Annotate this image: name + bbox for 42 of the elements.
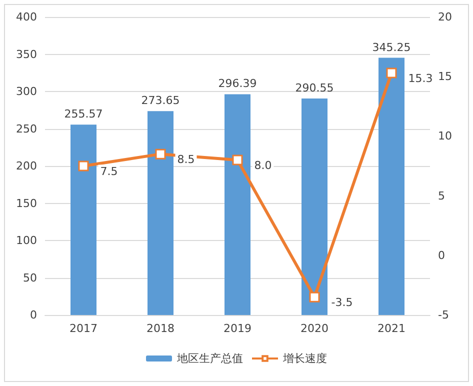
legend-label: 增长速度 xyxy=(282,352,327,365)
bar xyxy=(224,94,250,315)
data-label: 273.65 xyxy=(141,94,180,108)
data-label: 296.39 xyxy=(218,77,257,90)
bar xyxy=(302,98,328,315)
y-tick-label: 0 xyxy=(30,308,37,322)
point xyxy=(309,292,320,302)
legend-label: 地区生产总值 xyxy=(176,352,243,365)
point xyxy=(78,160,89,172)
x-tick-label: 2018 xyxy=(146,322,174,335)
x-tick-label: 2017 xyxy=(70,322,98,335)
y-tick-label: 150 xyxy=(16,196,37,210)
y-tick-label: 100 xyxy=(16,234,37,247)
y2-tick-label: 10 xyxy=(438,130,452,143)
data-label: 290.55 xyxy=(295,82,334,95)
y-tick-label: 250 xyxy=(16,122,37,136)
x-tick-label: 2021 xyxy=(378,322,406,335)
x-tick-label: 2019 xyxy=(224,322,252,335)
point xyxy=(155,148,166,160)
y-tick-label: 300 xyxy=(16,85,37,98)
data-label: 8.0 xyxy=(254,158,272,172)
data-label: 345.25 xyxy=(372,40,411,54)
data-label: 255.57 xyxy=(64,108,103,121)
y-tick-label: 50 xyxy=(23,271,37,284)
point xyxy=(232,154,243,166)
y2-tick-label: 20 xyxy=(438,10,452,24)
data-label: 7.5 xyxy=(100,164,118,178)
data-label: 8.5 xyxy=(177,152,195,166)
point xyxy=(386,68,397,78)
data-label: 15.3 xyxy=(408,72,433,85)
bar xyxy=(70,124,96,315)
y-tick-label: 350 xyxy=(16,48,37,61)
x-tick-label: 2020 xyxy=(300,322,328,335)
y2-tick-label: 0 xyxy=(438,248,445,262)
bar xyxy=(148,111,174,315)
y2-tick-label: 15 xyxy=(438,70,452,84)
bar xyxy=(378,58,404,315)
data-label: -3.5 xyxy=(331,296,353,309)
y2-tick-label: 5 xyxy=(438,189,445,202)
y2-tick-label: -5 xyxy=(438,308,449,322)
y-tick-label: 200 xyxy=(16,160,37,172)
y-tick-label: 400 xyxy=(16,10,37,24)
